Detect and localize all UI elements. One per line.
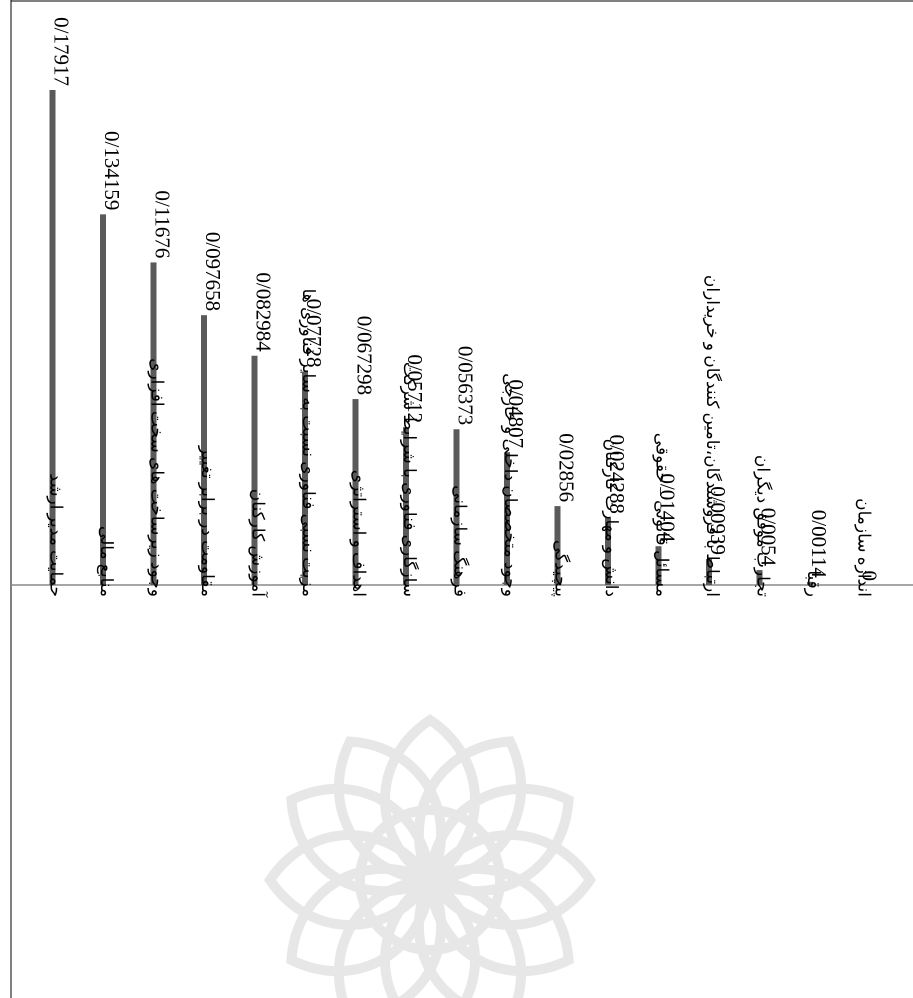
value-labels-group: 0/17917 0/134159 0/11676 0/097658 0/082984 0/… [50,17,882,581]
bar [302,371,308,585]
bar [201,315,207,585]
watermark-petal [424,784,574,896]
value-label: 0/01404 [656,473,680,542]
value-label: 0/067298 [353,316,377,395]
value-label: 0/04807 [504,379,528,448]
category-label: اندازه سازمان [854,498,874,597]
value-label: 0/17917 [50,17,74,86]
bar [756,570,763,585]
bar [352,399,359,585]
value-label: 0/097658 [201,232,225,311]
watermark-petal [423,830,597,930]
watermark-petal [380,713,480,887]
category-label: ارتباط با فروشندگان،تامین کنندگان و خرید… [702,275,723,597]
watermark-petal [414,874,526,998]
category-label: وجود زیرساخت های سخت افزاری [147,358,167,597]
watermark-petal [414,736,526,886]
value-label: 0/11676 [151,190,175,258]
value-label: 0/024288 [605,435,629,514]
value-label: 0 [858,571,882,582]
watermark-petal [263,830,437,930]
value-label: 0/00939 [706,486,730,555]
watermark-rosette [263,713,597,998]
watermark-petal [380,873,480,998]
bar [554,506,561,585]
category-label: اهداف و استراتژی [349,470,369,597]
bar [49,90,56,585]
value-label: 0/082984 [252,272,276,352]
watermark-ring [355,805,505,955]
bar [100,214,106,586]
bar [251,355,258,585]
category-labels-group: حمایت مدیر ارشد منابع مالی وجود زیرساخت ها… [46,275,874,598]
bar [403,427,409,585]
bars-group [49,90,813,586]
value-label: 0/07728 [302,299,326,368]
category-label: مزیت نسبی فناوری نسبت به سایر فناوری ها [298,289,318,597]
bar [504,452,510,585]
watermark-petal [334,736,446,886]
category-label: تجارب موفق دیگران [753,455,774,597]
value-label: 0/02856 [555,433,579,502]
category-label: پیچیدگی [551,540,572,597]
category-label: آموزش کارکنان [248,489,270,598]
category-label: منابع مالی [96,526,116,597]
category-label: وجود متخصصان داخلی و خارجی [500,373,520,597]
bar [150,262,157,585]
bar [655,546,662,585]
value-label: 0/05712 [403,354,427,423]
watermark-petal [286,864,436,976]
category-label: سازگاری فناوری با شرایط شرکت [399,362,420,597]
value-label: 0/0054 [757,508,781,567]
watermark-petal [334,874,446,998]
watermark-petal [424,864,574,976]
category-label: مسائل قانونی – حقوقی [652,433,672,597]
category-label: فرهنگ سازمانی [450,485,471,597]
bar [605,517,611,585]
watermark-petal [286,784,436,896]
bar [807,581,813,585]
value-label: 0/056373 [454,346,478,425]
category-label: مقاومت در برابر تغییر [197,445,217,597]
category-label: دانش و مهارت کارکنان [601,439,621,597]
value-label: 0/134159 [100,131,124,210]
value-label: 0/00114 [807,510,831,579]
category-label: حمایت مدیر ارشد [46,473,66,597]
category-label: رقبا [803,570,823,597]
bar [706,559,712,585]
bar [453,429,460,585]
